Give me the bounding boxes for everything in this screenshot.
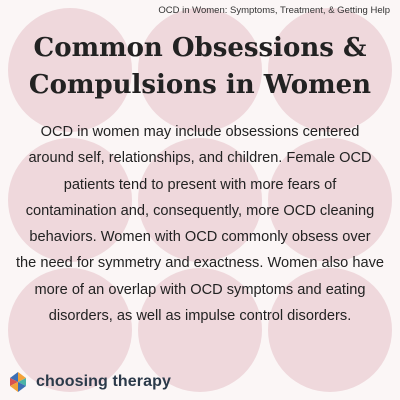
article-title-tag: OCD in Women: Symptoms, Treatment, & Get…: [158, 5, 390, 16]
body-line: around self, relationships, and children…: [28, 150, 372, 167]
body-line: patients tend to present with more fears…: [63, 176, 337, 193]
brand-logo: choosing therapy: [6, 370, 171, 394]
page-title: Common Obsessions & Compulsions in Women: [0, 30, 400, 104]
title-line: Compulsions in Women: [28, 70, 372, 100]
body-line: disorders, as well as impulse control di…: [48, 308, 352, 325]
body-line: more of an overlap with OCD symptoms and…: [34, 281, 366, 298]
body-line: the need for symmetry and exactness. Wom…: [15, 255, 384, 272]
choosing-therapy-logo-icon: [10, 372, 26, 392]
title-line: Common Obsessions &: [33, 33, 367, 63]
body-line: behaviors. Women with OCD commonly obses…: [29, 229, 371, 246]
body-line: OCD in women may include obsessions cent…: [40, 124, 360, 140]
body-paragraph: OCD in women may include obsessions cent…: [14, 119, 386, 329]
body-line: contamination and, consequently, more OC…: [25, 202, 375, 219]
brand-name: choosing therapy: [36, 373, 171, 390]
